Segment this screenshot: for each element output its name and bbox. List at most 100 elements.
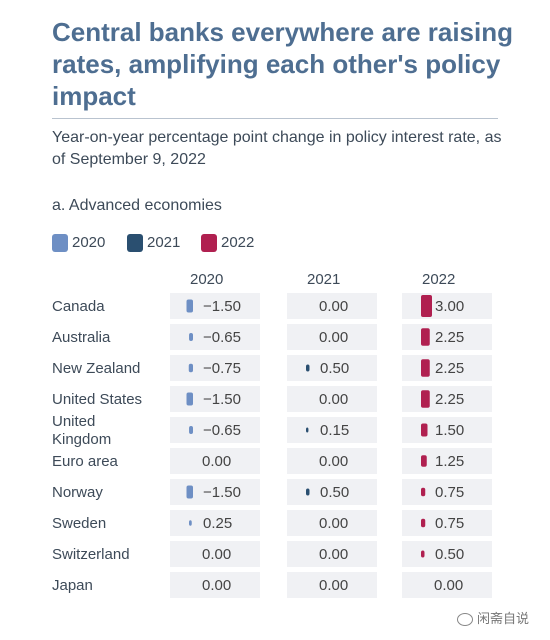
table-cell	[402, 355, 492, 381]
bar	[421, 455, 427, 467]
data-label: 1.25	[435, 453, 464, 470]
data-label: 0.00	[319, 453, 348, 470]
data-label: 2.25	[435, 391, 464, 408]
column-header-2021: 2021	[307, 271, 340, 288]
section-label: a. Advanced economies	[52, 197, 222, 214]
data-label: 0.00	[202, 577, 231, 594]
table-cell	[402, 293, 492, 319]
column-header-2020: 2020	[190, 271, 223, 288]
data-label: 1.50	[435, 422, 464, 439]
table-cell	[402, 572, 492, 598]
table-cell	[170, 448, 260, 474]
row-label-canada: Canada	[52, 298, 105, 315]
legend-label-2022: 2022	[221, 234, 255, 251]
legend-swatch-2020	[52, 234, 68, 252]
row-label-new-zealand: New Zealand	[52, 360, 140, 377]
data-label: 0.50	[320, 484, 349, 501]
table-cell	[402, 479, 492, 505]
data-label: 0.00	[202, 453, 231, 470]
bar	[186, 299, 193, 313]
table-cell	[287, 386, 377, 412]
bar	[189, 333, 193, 341]
bar	[421, 487, 426, 497]
bar	[421, 295, 432, 317]
bar	[189, 426, 193, 434]
bar	[421, 550, 425, 558]
data-label: 0.50	[320, 360, 349, 377]
table-cell	[402, 510, 492, 536]
table-cell	[287, 293, 377, 319]
column-header-2022: 2022	[422, 271, 455, 288]
data-label: 0.00	[319, 391, 348, 408]
table-cell	[287, 417, 377, 443]
table-cell	[287, 448, 377, 474]
bar	[306, 427, 309, 433]
table-cell	[287, 324, 377, 350]
table-cell	[170, 417, 260, 443]
data-label: −1.50	[203, 391, 241, 408]
data-label: 0.00	[319, 577, 348, 594]
data-label: 0.00	[319, 298, 348, 315]
title-divider	[52, 118, 498, 119]
row-label-australia: Australia	[52, 329, 111, 346]
data-label: 3.00	[435, 298, 464, 315]
table-cell	[170, 510, 260, 536]
row-label-line: United	[52, 413, 95, 430]
legend-swatch-2022	[201, 234, 217, 252]
data-label: 0.75	[435, 484, 464, 501]
data-label: −0.65	[203, 422, 241, 439]
table-cell	[170, 324, 260, 350]
row-label-norway: Norway	[52, 484, 103, 501]
table-cell	[170, 572, 260, 598]
table-cell	[402, 417, 492, 443]
data-label: 0.00	[319, 546, 348, 563]
bar	[306, 364, 310, 372]
data-label: 0.15	[320, 422, 349, 439]
data-label: 0.00	[319, 515, 348, 532]
data-label: −1.50	[203, 484, 241, 501]
watermark-text: 闲斋自说	[477, 611, 530, 626]
table-cell	[287, 541, 377, 567]
table-cell	[287, 510, 377, 536]
data-label: −0.75	[203, 360, 241, 377]
legend-label-2021: 2021	[147, 234, 181, 251]
wechat-icon	[457, 613, 473, 627]
row-label-united-kingdom: United Kingdom	[52, 413, 111, 448]
bar	[188, 363, 193, 373]
data-label: 2.25	[435, 329, 464, 346]
row-label-japan: Japan	[52, 577, 93, 594]
table-cell	[402, 541, 492, 567]
data-label: −0.65	[203, 329, 241, 346]
table-cell	[402, 386, 492, 412]
table-cell	[170, 479, 260, 505]
table-cell	[170, 386, 260, 412]
data-label: 0.00	[434, 577, 463, 594]
data-label: 0.00	[319, 329, 348, 346]
chart-title: Central banks everywhere are raising rat…	[52, 17, 514, 111]
table-cell	[287, 572, 377, 598]
row-label-euro-area: Euro area	[52, 453, 119, 470]
legend-label-2020: 2020	[72, 234, 106, 251]
table-cell	[170, 355, 260, 381]
row-label-line: Kingdom	[52, 431, 111, 448]
bar	[421, 390, 430, 408]
bar	[421, 359, 430, 377]
row-label-sweden: Sweden	[52, 515, 106, 532]
bar	[421, 423, 428, 437]
bar	[186, 392, 193, 406]
row-label-united-states: United States	[52, 391, 142, 408]
bar	[306, 488, 310, 496]
data-label: −1.50	[203, 298, 241, 315]
row-label-switzerland: Switzerland	[52, 546, 130, 563]
bar	[421, 518, 426, 528]
chart-subtitle: Year-on-year percentage point change in …	[52, 129, 502, 168]
table-cell	[287, 355, 377, 381]
table-cell	[402, 324, 492, 350]
table-cell	[170, 541, 260, 567]
table-cell	[287, 479, 377, 505]
data-label: 0.75	[435, 515, 464, 532]
data-label: 0.00	[202, 546, 231, 563]
table-cell	[170, 293, 260, 319]
data-label: 0.50	[435, 546, 464, 563]
